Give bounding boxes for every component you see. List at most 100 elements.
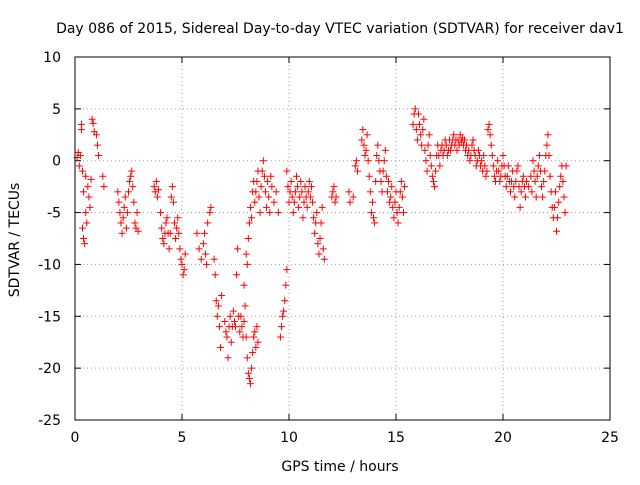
data-point [173, 224, 181, 232]
data-point [257, 183, 265, 191]
data-point [331, 198, 339, 206]
data-point [525, 183, 533, 191]
data-point [389, 203, 397, 211]
data-point [177, 255, 185, 263]
data-point [193, 229, 201, 237]
data-point [261, 188, 269, 196]
data-point [562, 162, 570, 170]
data-point [519, 172, 527, 180]
data-point [126, 177, 134, 185]
data-point [431, 183, 439, 191]
data-point [283, 266, 291, 274]
data-point [396, 188, 404, 196]
x-tick-label: 5 [178, 430, 187, 446]
data-point [365, 172, 373, 180]
data-point [346, 198, 354, 206]
data-point [466, 157, 474, 165]
data-point [80, 235, 88, 242]
data-point [233, 271, 241, 279]
data-point [553, 227, 560, 235]
data-point [514, 162, 522, 170]
data-point [246, 203, 254, 211]
data-point [157, 209, 165, 217]
data-point [486, 131, 494, 139]
data-point [416, 120, 424, 128]
data-point [129, 183, 137, 191]
data-point [295, 203, 303, 211]
data-point [93, 141, 101, 149]
data-point [234, 245, 242, 253]
data-point [422, 157, 430, 165]
x-axis-label: GPS time / hours [281, 459, 398, 475]
data-point [468, 141, 476, 149]
data-point [310, 214, 318, 222]
data-point [550, 203, 558, 211]
data-point [245, 375, 253, 383]
data-point [168, 183, 176, 191]
data-point [214, 302, 222, 310]
data-point [303, 203, 311, 211]
data-point [387, 193, 395, 201]
data-point [289, 209, 297, 217]
data-point [429, 177, 437, 185]
y-axis-label: SDTVAR / TECUs [7, 183, 23, 298]
data-point [268, 183, 276, 191]
data-point [329, 188, 337, 196]
data-point [300, 198, 308, 206]
data-point [158, 224, 166, 232]
data-point [528, 188, 536, 196]
data-point [87, 175, 95, 183]
data-point [175, 229, 183, 237]
data-point [488, 152, 496, 160]
data-point [380, 157, 388, 165]
data-point [368, 198, 376, 206]
data-point [291, 188, 299, 196]
data-point [351, 162, 359, 170]
data-point [162, 219, 170, 227]
data-point [305, 177, 313, 185]
data-point [469, 136, 477, 144]
data-point [495, 167, 503, 175]
data-point [294, 183, 302, 191]
data-point [204, 219, 212, 227]
data-point [287, 177, 295, 185]
data-point [258, 167, 266, 175]
data-point [89, 119, 97, 127]
y-tick-label: 0 [52, 154, 61, 170]
data-point [394, 219, 402, 227]
data-point [240, 317, 248, 325]
data-point [134, 227, 142, 235]
data-point [264, 177, 272, 185]
data-point [279, 312, 287, 320]
x-tick-label: 15 [387, 430, 405, 446]
data-point [478, 157, 486, 165]
data-point [83, 219, 91, 227]
data-point [244, 235, 252, 242]
data-point [227, 338, 235, 346]
data-point [215, 323, 223, 331]
data-point [248, 364, 256, 372]
data-point [166, 229, 174, 237]
data-point [412, 126, 420, 134]
data-point [84, 183, 92, 191]
data-point [513, 167, 521, 175]
data-point [167, 193, 175, 201]
data-point [426, 152, 434, 160]
data-point [242, 250, 250, 258]
data-point [506, 188, 514, 196]
x-tick-label: 10 [280, 430, 298, 446]
data-point [511, 193, 519, 201]
data-point [127, 172, 135, 180]
data-point [278, 323, 286, 331]
data-point [128, 167, 136, 175]
data-point [447, 146, 455, 154]
data-point [523, 177, 531, 185]
data-point [119, 214, 127, 222]
data-point [218, 292, 226, 300]
data-point [379, 167, 387, 175]
data-point [516, 203, 524, 211]
data-point [527, 172, 535, 180]
x-tick-label: 0 [71, 430, 80, 446]
